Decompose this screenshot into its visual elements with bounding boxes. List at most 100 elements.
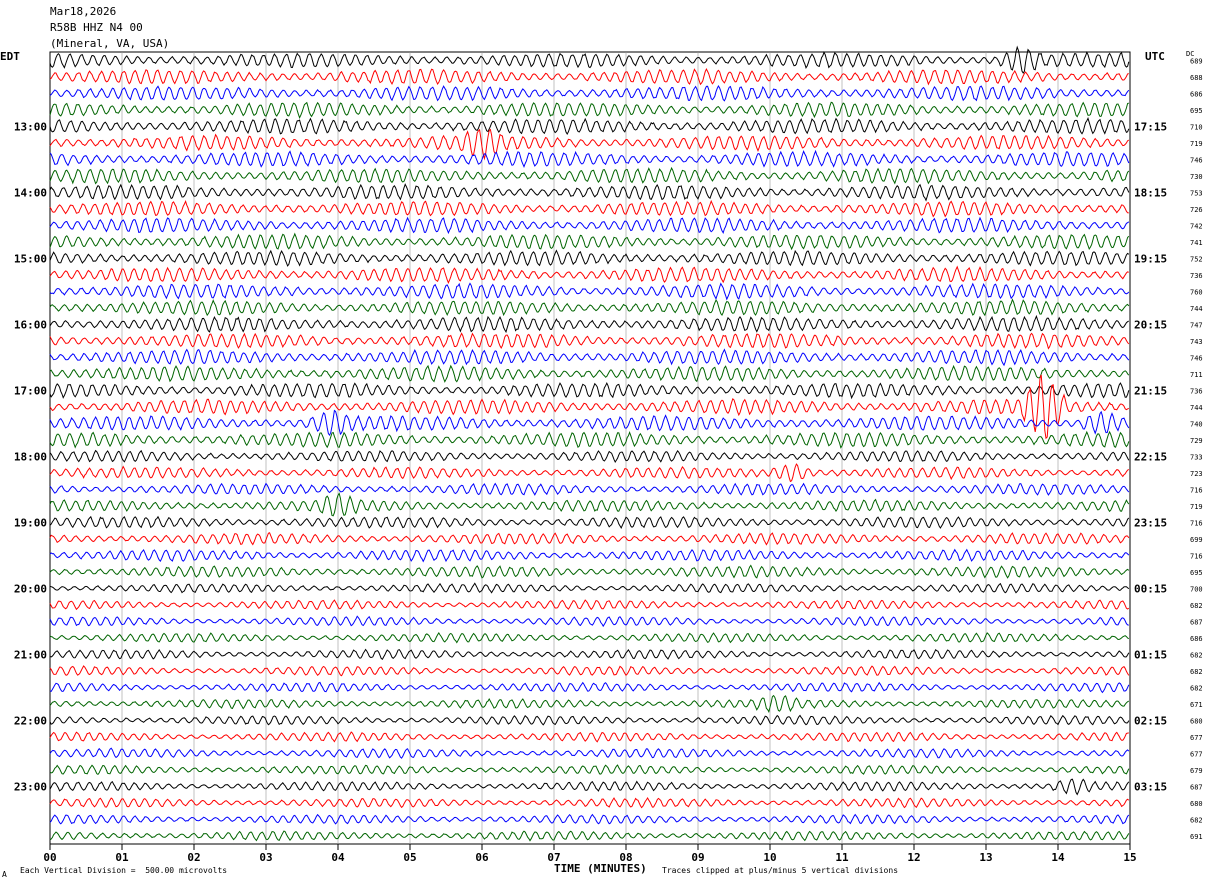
- right-timezone-label: UTC: [1145, 50, 1165, 63]
- dc-offset-label: 726: [1190, 206, 1203, 214]
- seismic-trace: [49, 665, 1130, 677]
- scale-note: Each Vertical Division = 500.00 microvol…: [20, 866, 228, 875]
- dc-offset-label: 746: [1190, 354, 1203, 362]
- right-hour-label: 01:15: [1134, 648, 1167, 661]
- right-hour-label: 17:15: [1134, 120, 1167, 133]
- left-hour-label: 14:00: [14, 186, 47, 199]
- dc-offset-label: 729: [1190, 437, 1203, 445]
- x-tick-label: 05: [403, 851, 416, 864]
- dc-offset-label: 743: [1190, 338, 1203, 346]
- dc-offset-label: 695: [1190, 569, 1203, 577]
- seismic-trace: [49, 117, 1130, 136]
- seismic-trace: [49, 694, 1130, 714]
- dc-offset-label: 677: [1190, 750, 1203, 758]
- seismic-trace: [49, 631, 1130, 644]
- dc-offset-label: 746: [1190, 156, 1203, 164]
- seismic-trace: [49, 830, 1130, 842]
- x-tick-label: 13: [979, 851, 992, 864]
- seismic-trace: [49, 747, 1130, 759]
- seismic-trace: [49, 548, 1130, 563]
- seismic-trace: [49, 615, 1129, 628]
- seismic-trace: [49, 298, 1130, 317]
- dc-offset-label: 680: [1190, 717, 1203, 725]
- seismic-trace: [49, 101, 1129, 120]
- seismic-trace: [49, 778, 1130, 796]
- dc-offset-label: 733: [1190, 453, 1203, 461]
- dc-offset-label: 695: [1190, 107, 1203, 115]
- seismic-trace: [49, 599, 1130, 611]
- seismic-trace: [49, 430, 1130, 449]
- x-tick-label: 11: [835, 851, 849, 864]
- seismic-trace: [49, 183, 1130, 202]
- dc-offset-label: 682: [1190, 602, 1203, 610]
- x-tick-label: 09: [691, 851, 704, 864]
- seismic-trace: [49, 282, 1130, 301]
- seismic-trace: [49, 731, 1129, 743]
- left-hour-label: 23:00: [14, 780, 47, 793]
- seismic-trace: [49, 332, 1130, 350]
- plot-date: Mar18,2026: [50, 5, 117, 18]
- dc-offset-label: 742: [1190, 222, 1203, 230]
- seismic-trace: [49, 564, 1130, 579]
- dc-offset-label: 744: [1190, 404, 1203, 412]
- dc-offset-label: 747: [1190, 321, 1203, 329]
- dc-offset-label: 723: [1190, 470, 1203, 478]
- dc-offset-label: 686: [1190, 635, 1203, 643]
- right-hour-label: 03:15: [1134, 780, 1167, 793]
- x-axis-title: TIME (MINUTES): [554, 862, 647, 875]
- seismic-trace: [49, 582, 1130, 594]
- x-tick-label: 15: [1123, 851, 1136, 864]
- dc-offset-label: 736: [1190, 387, 1203, 395]
- seismic-trace: [49, 364, 1130, 383]
- station-id: R58B HHZ N4 00: [50, 21, 143, 34]
- seismic-trace: [49, 449, 1130, 464]
- dc-offset-label: 700: [1190, 585, 1203, 593]
- seismic-trace: [49, 409, 1130, 437]
- seismic-trace: [49, 532, 1130, 546]
- dc-offset-label: 688: [1190, 74, 1203, 82]
- seismic-trace: [49, 681, 1130, 694]
- left-hour-label: 18:00: [14, 450, 47, 463]
- seismic-trace: [49, 216, 1130, 235]
- right-hour-label: 19:15: [1134, 252, 1167, 265]
- dc-offset-label: 744: [1190, 305, 1203, 313]
- left-hour-label: 19:00: [14, 516, 47, 529]
- seismic-trace: [49, 382, 1130, 400]
- dc-offset-label: 682: [1190, 684, 1203, 692]
- right-hour-label: 18:15: [1134, 186, 1167, 199]
- left-hour-label: 16:00: [14, 318, 47, 331]
- seismic-trace: [49, 797, 1130, 809]
- left-hour-label: 20:00: [14, 582, 47, 595]
- right-hour-label: 23:15: [1134, 516, 1167, 529]
- seismic-trace: [49, 166, 1130, 185]
- plot-frame: [49, 51, 1131, 845]
- dc-offset-label: 736: [1190, 272, 1203, 280]
- corner-mark: A: [2, 870, 7, 879]
- seismic-trace: [49, 199, 1129, 218]
- seismic-trace: [49, 463, 1130, 483]
- seismic-trace: [49, 84, 1130, 102]
- dc-offset-label: 677: [1190, 734, 1203, 742]
- seismic-trace: [49, 515, 1130, 529]
- seismic-trace: [49, 482, 1130, 496]
- dc-offset-label: 682: [1190, 651, 1203, 659]
- dc-column-label: DC: [1186, 50, 1195, 58]
- right-hour-label: 20:15: [1134, 318, 1167, 331]
- seismic-trace: [49, 149, 1130, 169]
- x-tick-label: 06: [475, 851, 489, 864]
- dc-offset-label: 691: [1190, 833, 1203, 841]
- left-timezone-label: EDT: [0, 50, 20, 63]
- seismic-trace: [49, 45, 1130, 74]
- seismic-trace: [49, 492, 1130, 517]
- dc-offset-label: 689: [1190, 57, 1203, 65]
- right-hour-label: 22:15: [1134, 450, 1167, 463]
- dc-offset-label: 711: [1190, 371, 1203, 379]
- clip-note: Traces clipped at plus/minus 5 vertical …: [662, 866, 899, 875]
- dc-offset-label: 687: [1190, 783, 1203, 791]
- right-hour-label: 02:15: [1134, 714, 1167, 727]
- dc-offset-label: 686: [1190, 90, 1203, 98]
- x-tick-label: 10: [763, 851, 776, 864]
- seismic-trace: [49, 128, 1130, 161]
- left-hour-label: 15:00: [14, 252, 47, 265]
